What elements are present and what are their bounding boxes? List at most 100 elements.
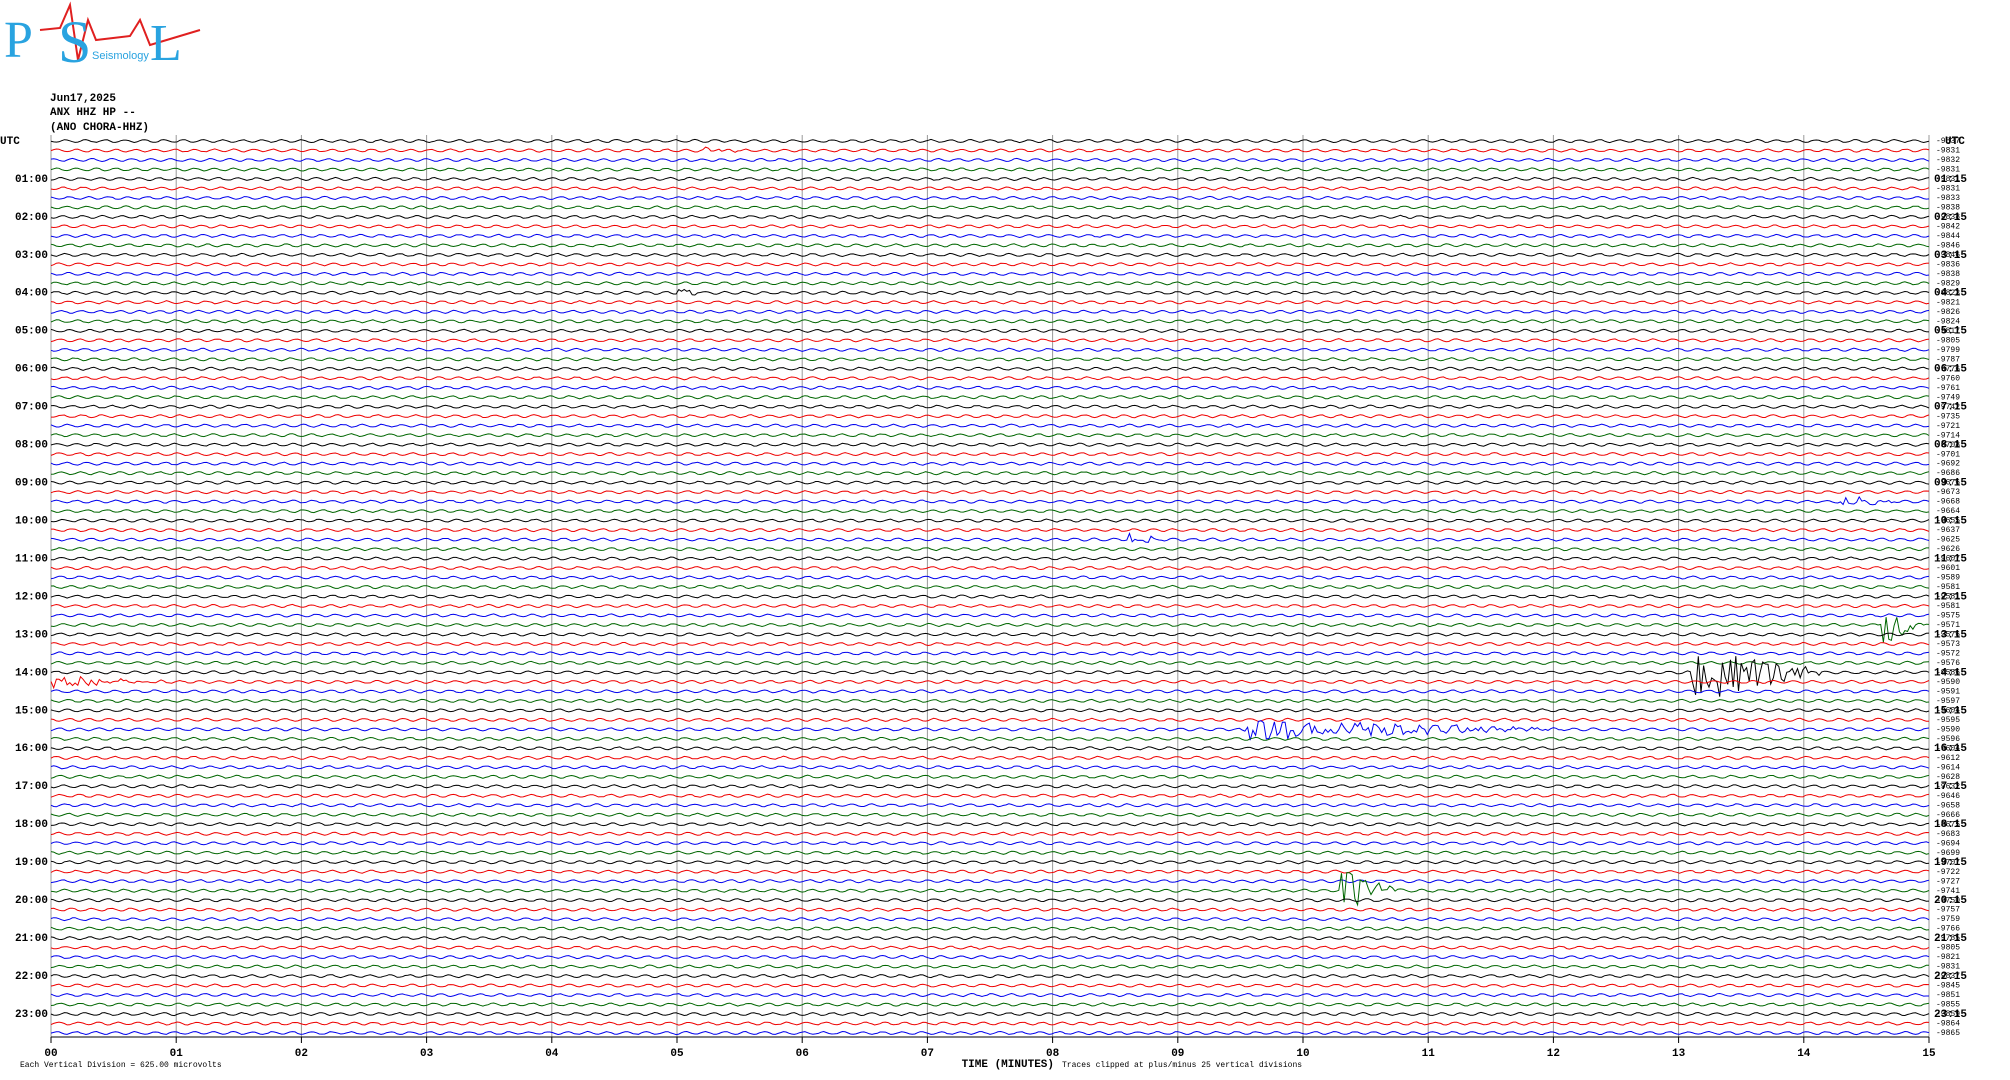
hour-label: 03:15 — [1934, 250, 1967, 262]
trace-offset: -9741 — [1936, 887, 1960, 896]
hour-label: 10:00 — [15, 515, 48, 527]
trace — [50, 480, 1930, 485]
trace-offset: -9757 — [1936, 906, 1960, 915]
trace — [50, 831, 1930, 836]
x-tick-label: 09 — [1171, 1048, 1184, 1060]
trace-offset: -9845 — [1936, 982, 1960, 991]
trace-offset: -9596 — [1936, 735, 1960, 744]
trace — [50, 328, 1930, 333]
trace-offset: -9787 — [1936, 355, 1960, 364]
trace-offset: -9595 — [1936, 716, 1960, 725]
hour-label: 05:00 — [15, 326, 48, 338]
trace-offset: -9766 — [1936, 925, 1960, 934]
hour-label: 02:00 — [15, 212, 48, 224]
x-tick-label: 04 — [545, 1048, 559, 1060]
trace — [50, 656, 1930, 697]
trace — [50, 841, 1930, 846]
trace-offset: -9846 — [1936, 251, 1960, 260]
trace — [50, 717, 1930, 722]
trace — [50, 518, 1930, 523]
hour-label: 19:15 — [1934, 857, 1967, 869]
trace — [50, 565, 1930, 571]
trace-offset: -9701 — [1936, 450, 1960, 459]
trace — [50, 157, 1930, 163]
x-tick-label: 11 — [1422, 1048, 1436, 1060]
trace — [50, 774, 1930, 779]
hour-label: 21:15 — [1934, 933, 1967, 945]
trace — [50, 489, 1930, 495]
trace — [50, 167, 1930, 172]
trace-offset: -9614 — [1936, 763, 1960, 772]
trace-offset: -9855 — [1936, 1001, 1960, 1010]
trace-offset: -9836 — [1936, 260, 1960, 269]
hour-label: 13:15 — [1934, 629, 1967, 641]
trace — [50, 452, 1930, 457]
trace — [50, 471, 1930, 476]
trace — [50, 822, 1930, 827]
trace — [50, 945, 1930, 950]
trace — [50, 1021, 1930, 1026]
trace — [50, 872, 1930, 907]
trace-offset: -9590 — [1936, 678, 1960, 687]
trace — [50, 186, 1930, 191]
trace-offset: -9708 — [1936, 441, 1960, 450]
hour-label: 15:15 — [1934, 705, 1967, 717]
hour-label: 02:15 — [1934, 212, 1967, 224]
hour-label: 01:00 — [15, 174, 48, 186]
trace — [50, 964, 1930, 969]
logo-letter: S — [58, 9, 91, 75]
x-note: Traces clipped at plus/minus 25 vertical… — [1062, 1061, 1302, 1070]
x-title: TIME (MINUTES) — [962, 1059, 1054, 1071]
trace-offset: -9727 — [1936, 877, 1960, 886]
hour-label: 16:00 — [15, 743, 48, 755]
x-tick-label: 13 — [1672, 1048, 1686, 1060]
trace — [50, 689, 1930, 694]
trace — [50, 319, 1930, 324]
hour-label: 17:15 — [1934, 781, 1967, 793]
trace-offset: -9632 — [1936, 782, 1960, 791]
trace-offset: -9759 — [1936, 915, 1960, 924]
trace-offset: -9581 — [1936, 583, 1960, 592]
trace — [50, 973, 1930, 979]
trace-offset: -9586 — [1936, 669, 1960, 678]
hour-label: 06:15 — [1934, 364, 1967, 376]
trace-offset: -9597 — [1936, 697, 1960, 706]
hour-label: 09:00 — [15, 478, 48, 490]
trace — [50, 281, 1930, 286]
trace — [50, 736, 1930, 741]
trace-offset: -9699 — [1936, 849, 1960, 858]
trace — [50, 146, 1930, 153]
trace — [50, 495, 1930, 506]
trace-offset: -9838 — [1936, 204, 1960, 213]
trace — [50, 746, 1930, 751]
trace-offset: -9799 — [1936, 346, 1960, 355]
trace — [50, 1011, 1930, 1017]
trace — [50, 262, 1930, 267]
trace-offset: -9692 — [1936, 460, 1960, 469]
x-tick-label: 12 — [1547, 1048, 1560, 1060]
trace-offset: -9831 — [1936, 175, 1960, 184]
trace-offset: -9646 — [1936, 792, 1960, 801]
trace-offset: -9722 — [1936, 868, 1960, 877]
trace — [50, 385, 1930, 390]
x-tick-label: 05 — [670, 1048, 684, 1060]
trace-offset: -9805 — [1936, 336, 1960, 345]
x-tick-label: 01 — [170, 1048, 184, 1060]
trace — [50, 243, 1930, 248]
trace — [50, 461, 1930, 466]
trace — [50, 395, 1930, 400]
hour-label: 14:15 — [1934, 667, 1967, 679]
trace — [50, 641, 1930, 647]
trace-offset: -9714 — [1936, 431, 1960, 440]
trace-offset: -9664 — [1936, 507, 1960, 516]
hour-label: 07:00 — [15, 402, 48, 414]
trace — [50, 898, 1930, 903]
trace — [50, 632, 1930, 637]
trace-offset: -9673 — [1936, 488, 1960, 497]
hour-label: 19:00 — [15, 857, 48, 869]
x-tick-label: 14 — [1797, 1048, 1811, 1060]
trace-offset: -9817 — [1936, 327, 1960, 336]
trace — [50, 675, 1930, 690]
trace — [50, 755, 1930, 760]
